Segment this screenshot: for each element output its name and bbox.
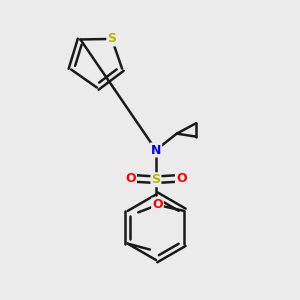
Text: S: S [107,32,116,45]
Text: O: O [176,172,187,185]
Text: O: O [152,199,163,212]
Text: O: O [125,172,136,185]
Text: N: N [151,143,161,157]
Text: S: S [152,173,160,186]
